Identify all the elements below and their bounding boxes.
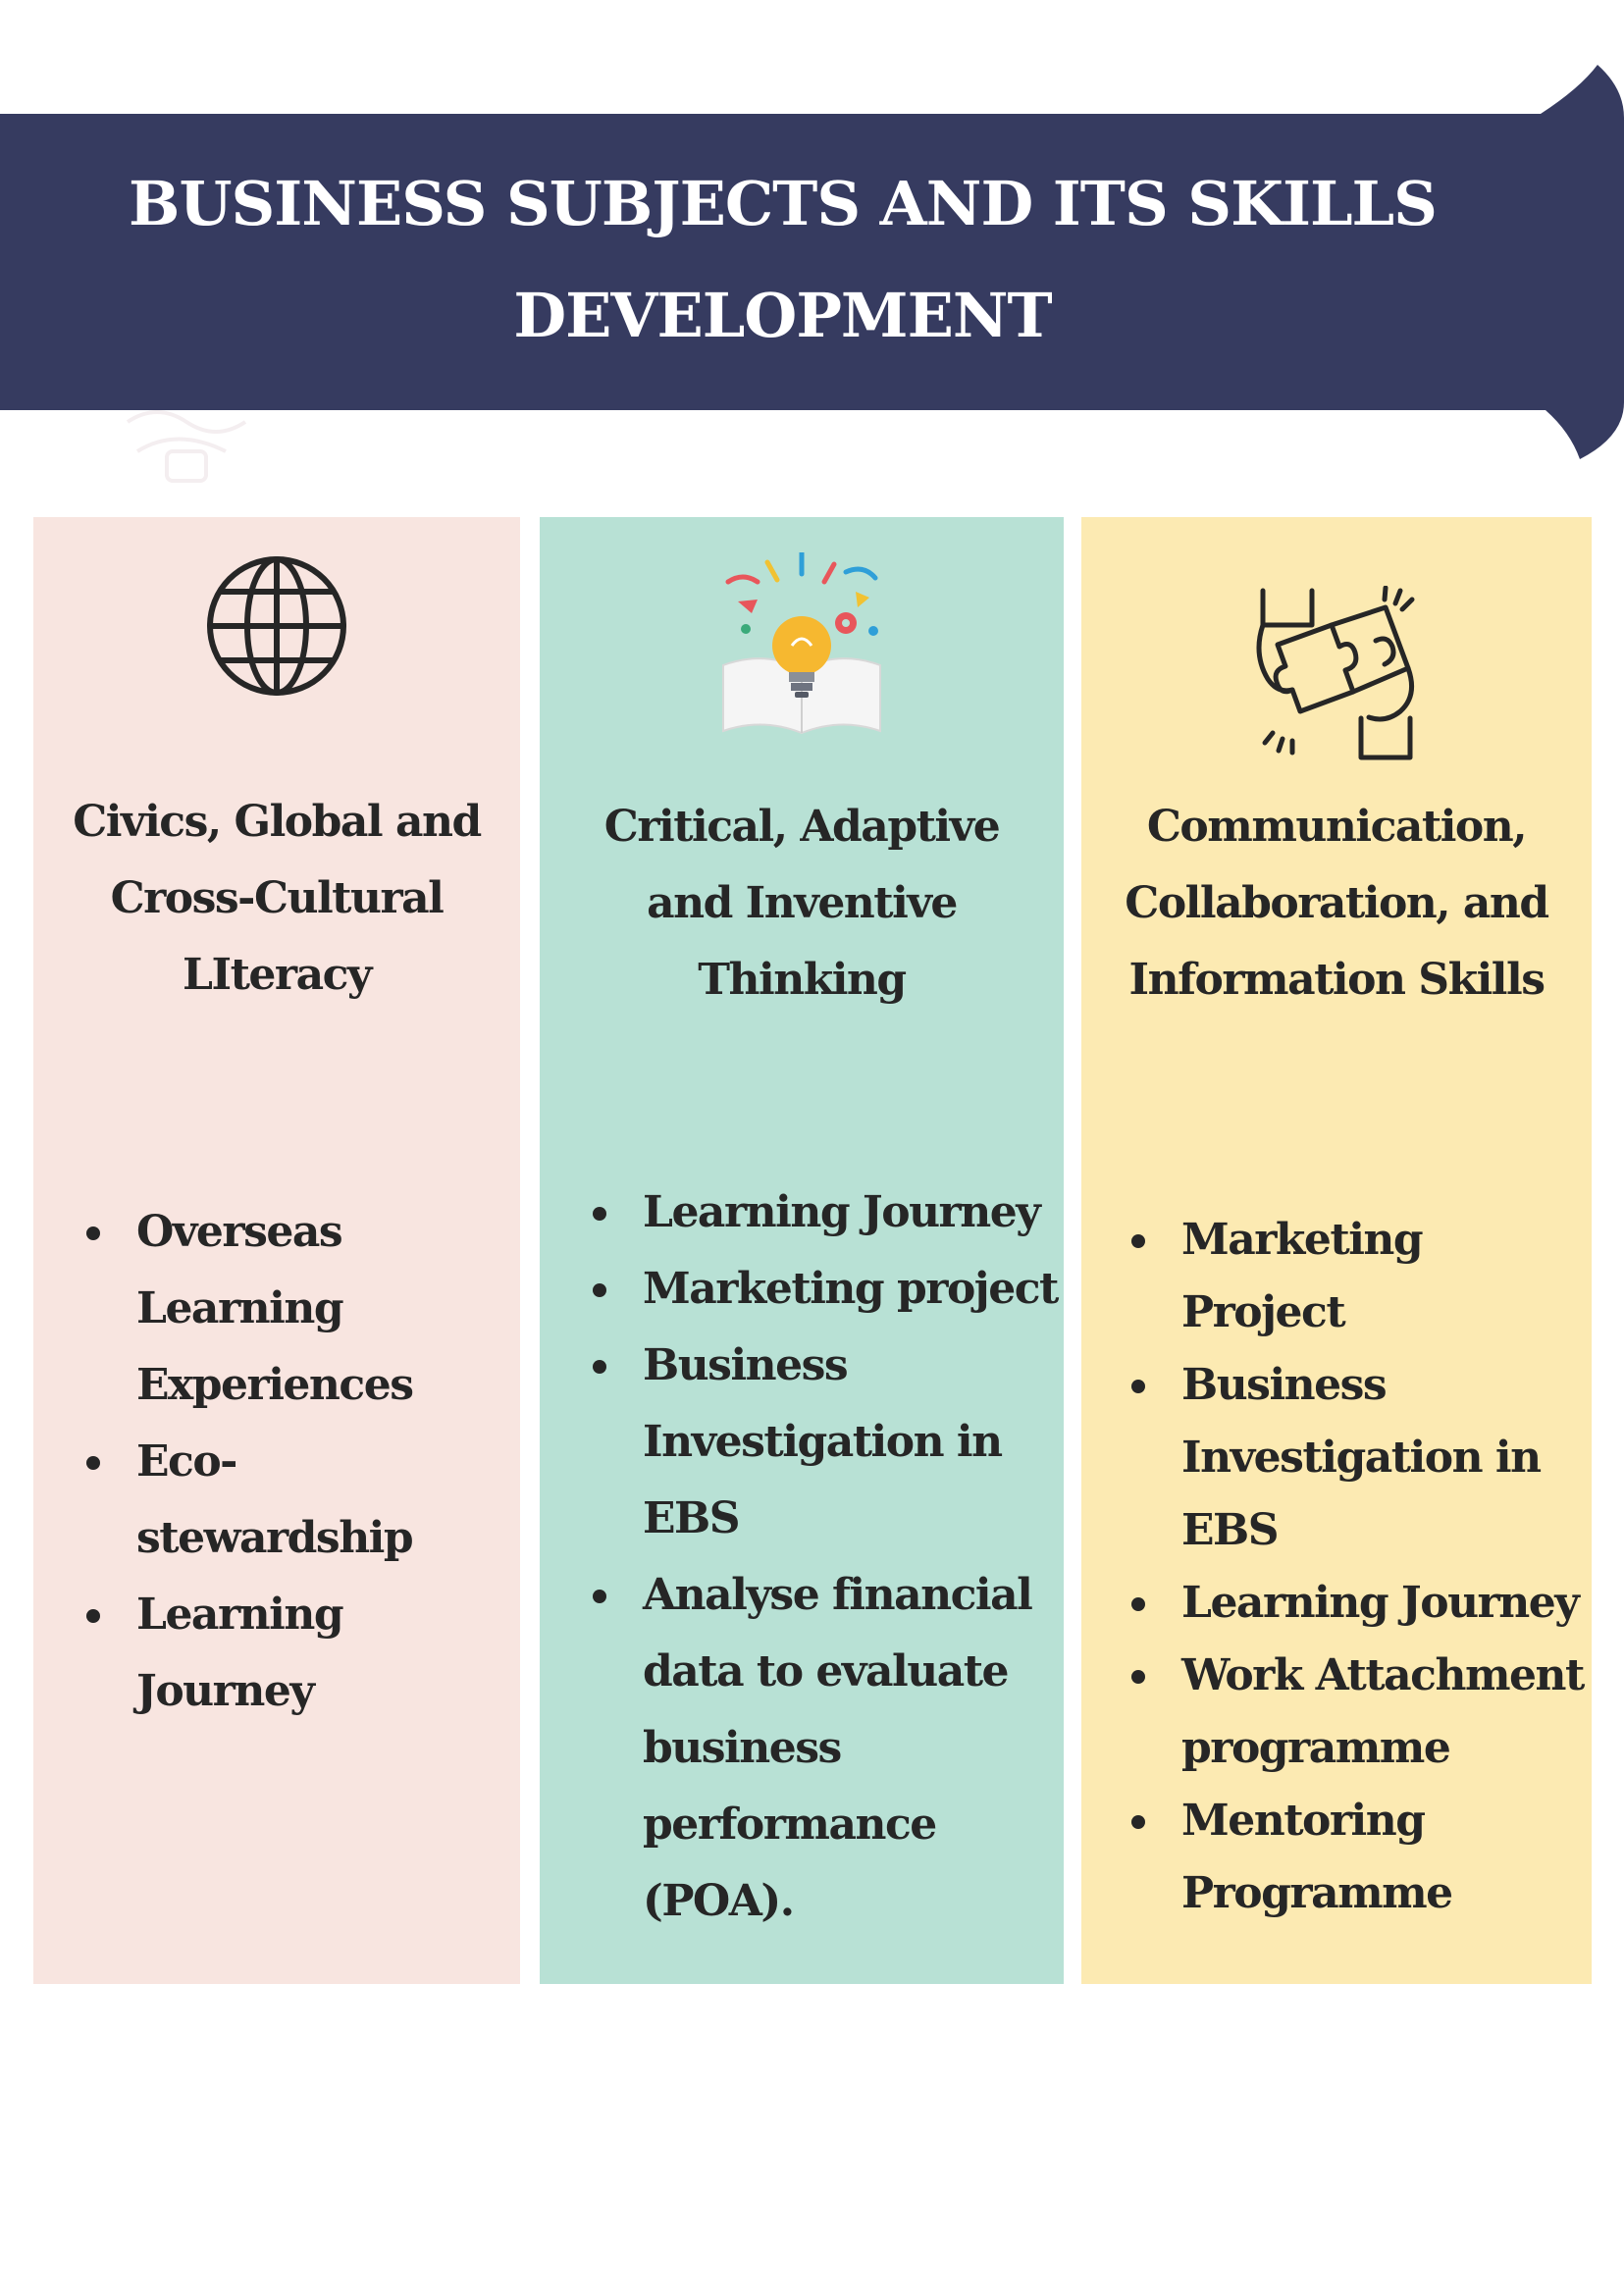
column-heading: Communication, Collaboration, and Inform… [1125,802,1549,1005]
bullet-dot [593,1207,606,1221]
list-item: Eco- stewardship [86,1424,509,1577]
list-item: Learning Journey [86,1577,509,1730]
bullet-dot [1131,1670,1145,1684]
list-item: Marketing Project [1131,1204,1592,1349]
skill-column-civics: Civics, Global and Cross-Cultural LItera… [33,517,520,1984]
bullet-dot [1131,1234,1145,1248]
column-heading: Critical, Adaptive and Inventive Thinkin… [603,802,1001,1005]
header-banner [0,59,1624,461]
bullet-dot [86,1226,100,1240]
column-heading: Civics, Global and Cross-Cultural LItera… [73,797,482,1000]
list-item: Analyse financial data to evaluate busin… [593,1557,1060,1940]
banner-arrow-shape [0,65,1624,459]
watermark-icon [126,410,247,483]
puzzle-hands-icon [1256,586,1415,760]
list-item: Business Investigation in EBS [1131,1349,1592,1567]
list-item: Mentoring Programme [1131,1785,1592,1930]
bullet-list: Marketing Project Business Investigation… [1131,1204,1592,1930]
bullet-dot [86,1609,100,1623]
lightbulb-book-icon [722,552,881,735]
bullet-dot [593,1360,606,1374]
bullet-dot [1131,1597,1145,1611]
list-item: Learning Journey [593,1174,1060,1251]
bullet-list: Learning Journey Marketing project Busin… [593,1174,1060,1940]
bullet-dot [593,1590,606,1603]
skill-column-communication: Communication, Collaboration, and Inform… [1081,517,1592,1984]
bullet-list: Overseas Learning Experiences Eco- stewa… [86,1194,509,1730]
bullet-dot [86,1456,100,1470]
list-item: Overseas Learning Experiences [86,1194,509,1424]
bullet-dot [1131,1380,1145,1393]
page-title: BUSINESS SUBJECTS AND ITS SKILLS DEVELOPM… [129,168,1438,351]
globe-icon [207,556,346,696]
list-item: Learning Journey [1131,1567,1592,1640]
list-item: Business Investigation in EBS [593,1328,1060,1557]
list-item: Marketing project [593,1251,1060,1328]
skill-column-critical-thinking: Critical, Adaptive and Inventive Thinkin… [540,517,1064,1984]
bullet-dot [1131,1815,1145,1829]
list-item: Work Attachment programme [1131,1640,1592,1785]
bullet-dot [593,1283,606,1297]
